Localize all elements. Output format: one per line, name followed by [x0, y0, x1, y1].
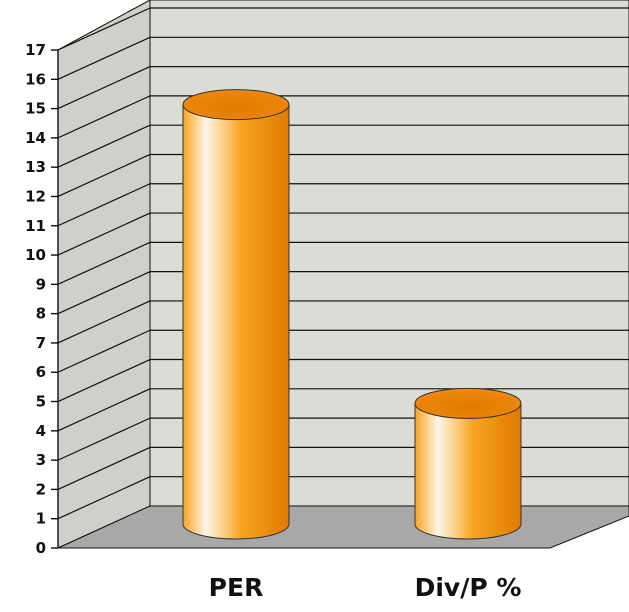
floor — [57, 505, 629, 549]
gridline-side — [57, 446, 151, 490]
y-tick-label: 1 — [36, 510, 46, 528]
gridline-side — [57, 36, 151, 80]
y-tick-label: 15 — [25, 100, 46, 118]
bars — [182, 89, 522, 540]
y-tick-label: 5 — [36, 393, 46, 411]
y-tick-label: 13 — [25, 158, 46, 176]
y-tick-label: 0 — [36, 539, 46, 557]
y-tick-label: 4 — [36, 422, 46, 440]
bar-top — [414, 387, 522, 419]
side-wall — [57, 0, 151, 549]
gridline-side — [57, 7, 151, 51]
gridline-side — [57, 153, 151, 198]
gridline-side — [57, 388, 151, 432]
y-tick-label: 10 — [25, 246, 46, 264]
y-tick-label: 17 — [25, 41, 46, 59]
gridline-side — [57, 95, 151, 139]
gridline-side — [57, 358, 151, 403]
gridline-side — [57, 241, 151, 285]
gridline-side — [57, 476, 151, 520]
y-tick-label: 7 — [36, 334, 46, 352]
x-tick-label: PER — [209, 573, 264, 602]
y-tick-label: 2 — [36, 480, 46, 498]
y-tick-label: 16 — [25, 70, 46, 88]
gridline-side — [57, 124, 151, 168]
y-tick-label: 11 — [25, 217, 46, 235]
y-tick-label: 14 — [25, 129, 46, 147]
bar — [414, 387, 522, 540]
gridline-side — [57, 300, 151, 344]
bar — [182, 89, 290, 540]
gridlines — [57, 7, 629, 520]
bar-body — [414, 402, 522, 540]
bar-top — [182, 89, 290, 121]
gridline-side — [57, 329, 151, 373]
x-axis: PER Div/P % — [209, 573, 522, 602]
y-tick-label: 3 — [36, 451, 46, 469]
y-tick-label: 9 — [36, 275, 46, 293]
y-tick-label: 8 — [36, 305, 46, 323]
bar-body — [182, 104, 290, 540]
y-tick-label: 12 — [25, 187, 46, 205]
gridline-side — [57, 212, 151, 256]
x-tick-label: Div/P % — [415, 573, 522, 602]
gridline-side — [57, 271, 151, 315]
gridline-side — [57, 417, 151, 461]
gridline-side — [57, 66, 151, 110]
gridline-side — [57, 183, 151, 227]
y-tick-label: 6 — [36, 363, 46, 381]
